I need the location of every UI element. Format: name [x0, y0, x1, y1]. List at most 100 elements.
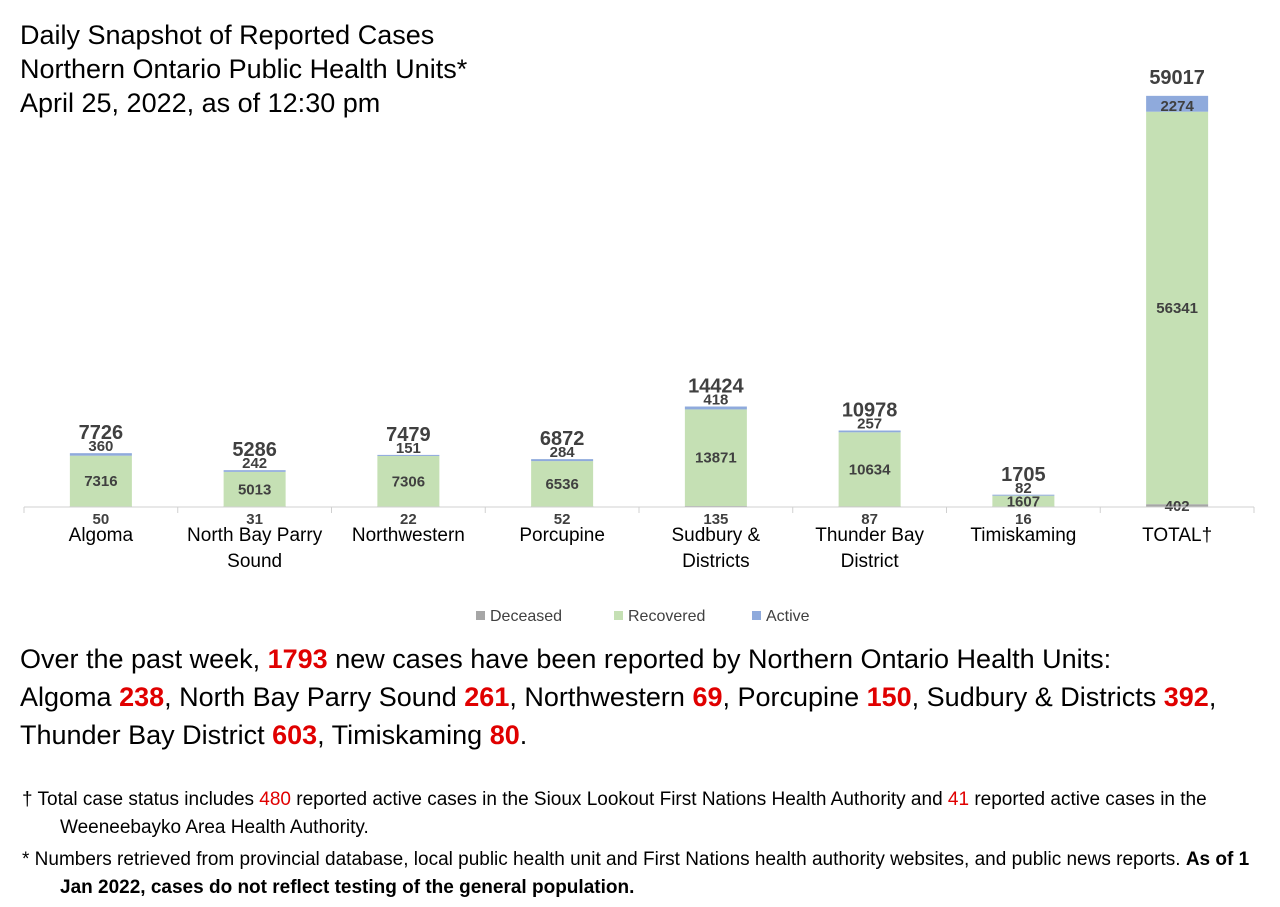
- summary-item-separator: ,: [722, 682, 738, 712]
- summary-item-separator: ,: [317, 720, 332, 750]
- legend-swatch-recovered: [614, 611, 623, 620]
- summary-item-separator: .: [519, 720, 528, 750]
- footnote-dagger-text-2: reported active cases in the Sioux Looko…: [291, 789, 948, 810]
- data-label-active: 284: [550, 444, 576, 461]
- data-label-recovered: 13871: [695, 450, 737, 467]
- data-label-total: 14424: [688, 376, 744, 398]
- bar-segment-deceased: [1146, 504, 1209, 507]
- summary-item-value: 150: [866, 682, 912, 712]
- data-label-active: 151: [396, 440, 421, 457]
- bar-segment-active: [69, 453, 132, 456]
- data-label-active: 360: [88, 438, 113, 455]
- data-label-active: 2274: [1160, 98, 1194, 115]
- summary-total-new-cases: 1793: [267, 644, 328, 674]
- data-label-recovered: 1607: [1007, 493, 1040, 510]
- summary-item-value: 80: [489, 720, 520, 750]
- data-label-deceased: 87: [861, 511, 878, 528]
- summary-item-label: Timiskaming: [331, 720, 490, 750]
- data-label-recovered: 5013: [238, 481, 271, 498]
- category-label: Northwestern: [352, 525, 465, 546]
- summary-item-label: Northwestern: [524, 682, 693, 712]
- title-line-2: Northern Ontario Public Health Units*: [20, 54, 468, 84]
- summary-item-label: Porcupine: [737, 682, 867, 712]
- category-label: North Bay Parry: [187, 525, 323, 546]
- summary-item-separator: ,: [1208, 682, 1217, 712]
- category-label: Algoma: [69, 525, 134, 546]
- summary-item-label: Sudbury & Districts: [926, 682, 1164, 712]
- bar-segment-active: [1146, 95, 1209, 112]
- data-label-total: 6872: [540, 428, 585, 450]
- summary-item-value: 69: [692, 682, 723, 712]
- bar-segment-active: [992, 494, 1055, 496]
- footnote-star-text: * Numbers retrieved from provincial data…: [22, 849, 1186, 870]
- footnote-dagger: † Total case status includes 480 reporte…: [22, 786, 1272, 842]
- title-line-3: April 25, 2022, as of 12:30 pm: [20, 88, 381, 118]
- data-label-deceased: 31: [246, 511, 263, 528]
- summary-item-value: 392: [1163, 682, 1209, 712]
- data-label-recovered: 56341: [1156, 300, 1198, 317]
- summary-intro: Over the past week,: [20, 644, 268, 674]
- bar-segment-recovered: [531, 461, 594, 507]
- data-label-recovered: 6536: [545, 476, 578, 493]
- summary-item-value: 261: [464, 682, 510, 712]
- bar-segment-recovered: [838, 432, 901, 507]
- legend-swatch-deceased: [476, 611, 485, 620]
- bar-segment-active: [377, 454, 440, 456]
- summary-item-separator: ,: [164, 682, 180, 712]
- legend-label-deceased: Deceased: [490, 608, 562, 625]
- summary-item-label: North Bay Parry Sound: [179, 682, 465, 712]
- data-label-active: 418: [703, 392, 728, 409]
- bar-segment-recovered: [377, 455, 440, 507]
- data-label-deceased: 52: [554, 511, 571, 528]
- category-label: District: [841, 551, 900, 572]
- bar-segment-active: [531, 459, 594, 462]
- category-label: Sound: [227, 551, 282, 572]
- category-label: Thunder Bay: [815, 525, 924, 546]
- data-label-total: 10978: [842, 400, 898, 422]
- data-label-deceased: 22: [400, 511, 417, 528]
- legend-swatch-active: [752, 611, 761, 620]
- data-label-deceased: 16: [1015, 511, 1032, 528]
- bar-segment-recovered: [992, 495, 1055, 507]
- data-label-deceased: 50: [93, 511, 110, 528]
- weekly-summary: Over the past week, 1793 new cases have …: [20, 640, 1270, 754]
- data-label-total: 7726: [79, 422, 124, 444]
- footnotes: † Total case status includes 480 reporte…: [22, 786, 1272, 906]
- bar-segment-recovered: [223, 471, 286, 507]
- data-label-recovered: 7316: [84, 473, 117, 490]
- data-label-total: 59017: [1149, 67, 1205, 89]
- summary-item-value: 603: [272, 720, 318, 750]
- footnote-dagger-text-1: † Total case status includes: [22, 789, 260, 810]
- data-label-deceased: 135: [703, 511, 728, 528]
- legend-label-active: Active: [766, 608, 810, 625]
- data-label-total: 1705: [1001, 464, 1046, 486]
- summary-item-label: Algoma: [20, 682, 120, 712]
- data-label-total: 7479: [386, 424, 431, 446]
- footnote-star-bold: As of 1 Jan 2022, cases do not reflect t…: [60, 849, 1250, 898]
- summary-items: Algoma 238, North Bay Parry Sound 261, N…: [20, 682, 1216, 750]
- category-label: TOTAL†: [1142, 525, 1212, 546]
- summary-item-label: Thunder Bay District: [20, 720, 273, 750]
- category-label: Sudbury &: [672, 525, 761, 546]
- footnote-dagger-text-3: reported active cases in the Weeneebayko…: [60, 789, 1207, 838]
- legend-label-recovered: Recovered: [628, 608, 705, 625]
- footnote-dagger-count-1: 480: [259, 789, 291, 810]
- footnote-star: * Numbers retrieved from provincial data…: [22, 846, 1272, 902]
- footnote-dagger-count-2: 41: [947, 789, 970, 810]
- summary-item-value: 238: [119, 682, 165, 712]
- bar-segment-active: [223, 470, 286, 472]
- summary-item-separator: ,: [911, 682, 927, 712]
- summary-intro-rest: new cases have been reported by Northern…: [327, 644, 1112, 674]
- bar-segment-recovered: [69, 455, 132, 507]
- data-label-total: 5286: [232, 439, 277, 461]
- data-label-active: 242: [242, 455, 267, 472]
- category-label: Porcupine: [519, 525, 605, 546]
- data-label-active: 82: [1015, 480, 1032, 497]
- bar-segment-active: [838, 430, 901, 433]
- bar-segment-recovered: [1146, 111, 1209, 505]
- data-label-active: 257: [857, 416, 882, 433]
- summary-item-separator: ,: [509, 682, 525, 712]
- data-label-recovered: 7306: [392, 473, 425, 490]
- bar-segment-active: [684, 406, 747, 410]
